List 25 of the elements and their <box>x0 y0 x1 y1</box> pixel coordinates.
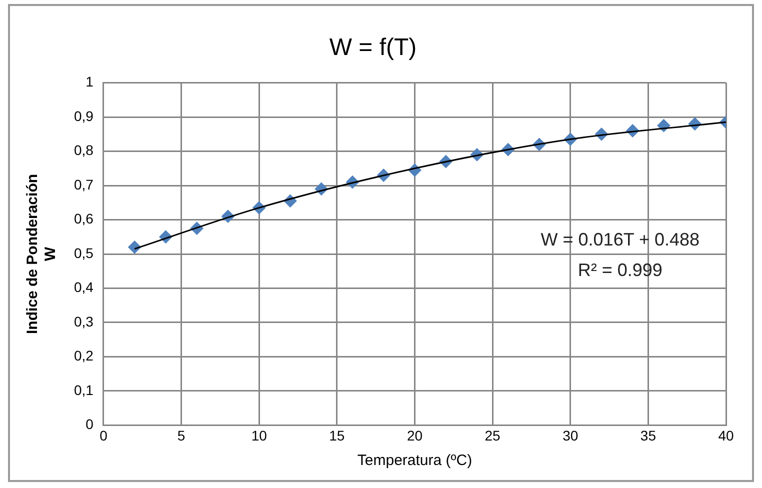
y-tick-label: 0,6 <box>74 210 94 227</box>
y-axis-title: Indice de Ponderación W <box>24 174 60 334</box>
y-tick-label: 0,3 <box>74 313 94 330</box>
x-tick-label: 15 <box>329 427 345 444</box>
annotation: R² = 0.999 <box>578 260 662 280</box>
y-tick-label: 0,7 <box>74 176 94 192</box>
x-axis-title: Temperatura (ºC) <box>357 452 472 470</box>
y-tick-label: 0,2 <box>74 348 94 364</box>
chart-title: W = f(T) <box>329 34 417 62</box>
x-tick-label: 20 <box>406 427 423 444</box>
x-tick-label: 10 <box>251 427 268 444</box>
x-tick-label: 0 <box>100 427 108 444</box>
y-tick-label: 0,9 <box>74 108 94 124</box>
annotation: W = 0.016T + 0.488 <box>540 229 700 250</box>
y-tick-label: 0,8 <box>74 142 94 158</box>
y-tick-label: 0 <box>86 416 94 432</box>
y-tick-label: 0,5 <box>74 244 94 261</box>
x-tick-label: 5 <box>177 427 186 444</box>
x-tick-label: 25 <box>484 427 501 444</box>
y-tick-label: 0,1 <box>74 382 94 398</box>
x-tick-label: 35 <box>640 427 656 444</box>
y-tick-label: 1 <box>86 74 94 90</box>
x-tick-label: 30 <box>562 427 578 444</box>
y-tick-label: 0,4 <box>74 279 94 296</box>
x-tick-label: 40 <box>718 427 734 444</box>
